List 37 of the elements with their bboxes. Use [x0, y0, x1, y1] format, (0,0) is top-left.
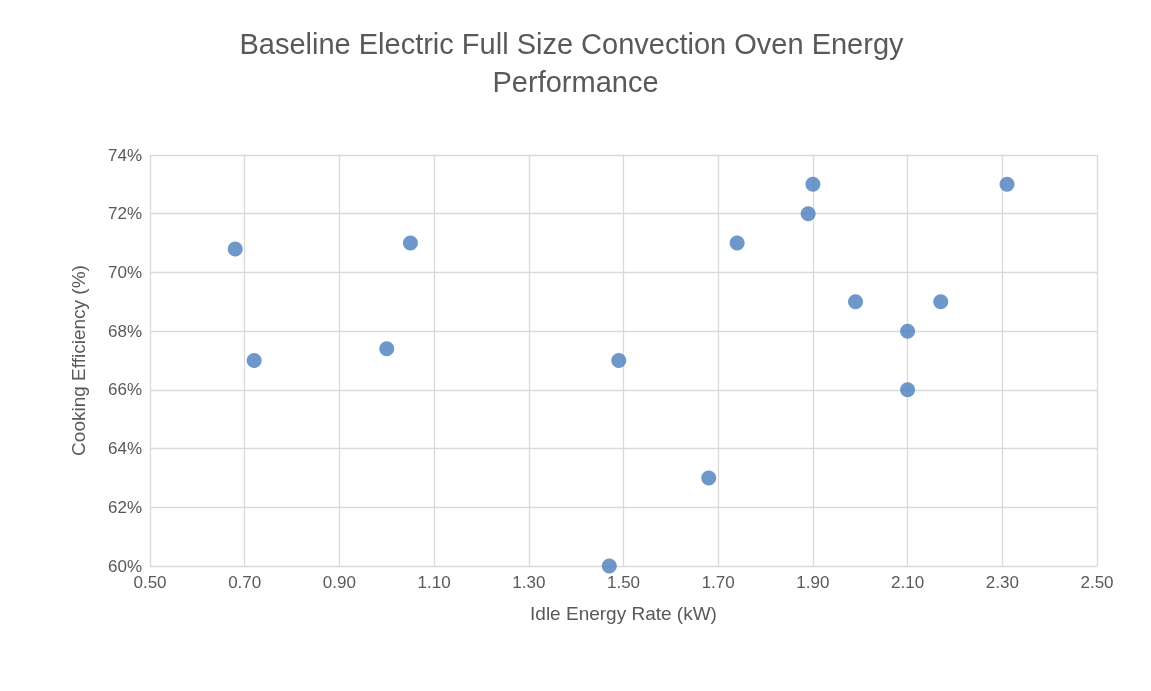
point: [379, 341, 395, 357]
x-tick-label: 2.10: [891, 573, 925, 592]
x-tick-label: 1.30: [512, 573, 546, 592]
point: [246, 353, 262, 368]
y-axis-title: Cooking Efficiency (%): [68, 265, 89, 456]
x-tick-label: 0.90: [322, 573, 356, 592]
y-tick-label: 66%: [107, 380, 142, 400]
y-tick-label: 72%: [107, 204, 142, 224]
y-tick-label: 60%: [107, 556, 142, 576]
x-tick-label: 1.10: [417, 573, 451, 592]
y-tick-label: 68%: [107, 321, 142, 341]
point: [848, 294, 864, 310]
point: [402, 235, 418, 251]
point: [999, 176, 1015, 192]
x-tick-label: 2.30: [985, 573, 1019, 592]
x-axis-title: Idle Energy Rate (kW): [530, 603, 717, 624]
y-tick-label: 64%: [107, 439, 142, 459]
point: [701, 470, 717, 486]
point: [601, 558, 617, 574]
point: [900, 323, 916, 339]
x-tick-label: 1.50: [606, 573, 641, 592]
x-tick-label: 0.50: [133, 573, 167, 592]
point: [800, 206, 816, 222]
point: [227, 241, 243, 257]
y-tick-label: 62%: [107, 497, 142, 517]
point: [933, 294, 949, 310]
x-tick-label: 2.50: [1080, 573, 1114, 592]
point: [805, 176, 821, 192]
point: [611, 353, 627, 368]
y-tick-label: 74%: [107, 145, 142, 165]
point: [900, 382, 916, 398]
x-tick-label: 1.90: [796, 573, 830, 592]
chart-title: Baseline Electric Full Size Convection Oven Energy Performance: [239, 28, 912, 98]
x-tick-label: 1.70: [701, 573, 735, 592]
y-tick-label: 70%: [107, 262, 142, 282]
x-tick-label: 0.70: [228, 573, 262, 592]
point: [729, 235, 745, 251]
